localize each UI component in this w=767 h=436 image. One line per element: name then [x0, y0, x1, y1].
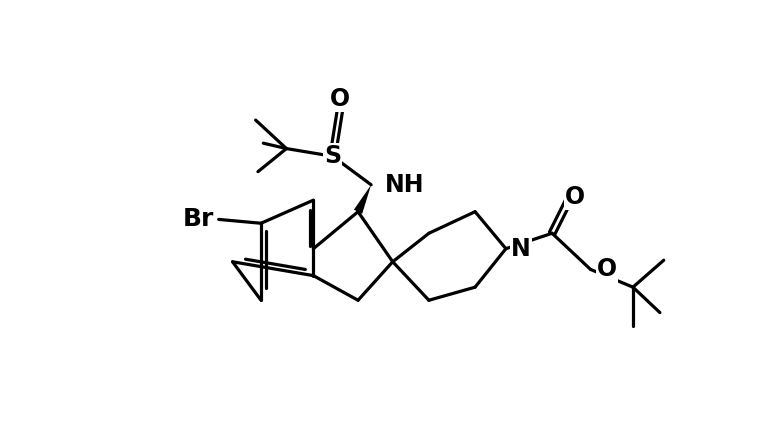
Text: Br: Br	[183, 208, 214, 232]
Text: O: O	[331, 86, 351, 110]
Text: NH: NH	[385, 173, 424, 197]
Text: S: S	[324, 144, 341, 168]
Polygon shape	[354, 185, 371, 214]
Text: O: O	[565, 185, 585, 209]
Text: N: N	[512, 237, 531, 261]
Text: O: O	[597, 258, 617, 282]
